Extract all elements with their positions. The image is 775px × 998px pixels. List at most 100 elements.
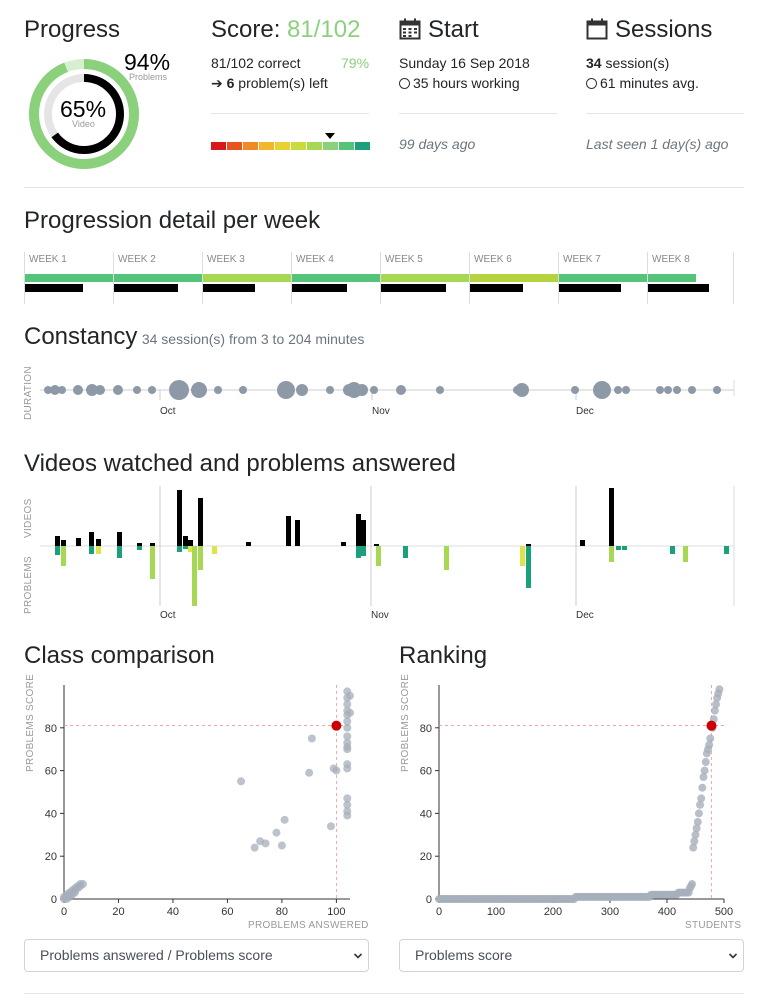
student-point	[307, 734, 316, 743]
week-column: WEEK 2	[113, 252, 203, 304]
video-bar	[76, 538, 81, 546]
start-hours-text: 35 hours working	[413, 75, 520, 91]
problem-bar	[96, 546, 101, 554]
calendar-empty-icon	[586, 18, 608, 40]
session-dot	[296, 384, 308, 396]
video-bar	[286, 516, 291, 546]
week-progress-bar	[381, 274, 470, 282]
video-bar	[341, 542, 346, 546]
student-point	[715, 685, 724, 694]
session-dot	[214, 386, 222, 394]
score-title-value: 81/102	[287, 16, 361, 43]
week-label: WEEK 5	[385, 254, 423, 265]
constancy-ylabel: DURATION	[23, 366, 34, 420]
x-tick-label: 500	[715, 906, 733, 918]
ranking-title: Ranking	[399, 642, 488, 669]
session-dot	[44, 386, 52, 394]
problem-bar	[444, 546, 449, 570]
calendar-icon	[399, 18, 421, 40]
ranking-xlabel: STUDENTS	[685, 920, 742, 931]
session-dot	[73, 385, 83, 395]
sessions-divider	[586, 113, 744, 114]
student-point	[332, 766, 341, 775]
student-point	[343, 717, 352, 726]
score-scale-segment	[339, 142, 354, 150]
week-activity-bar	[648, 284, 709, 292]
start-divider	[399, 113, 557, 114]
y-tick-label: 80	[420, 723, 432, 735]
video-bar	[117, 532, 122, 546]
x-tick-label: 0	[61, 906, 67, 918]
student-point	[343, 723, 352, 732]
session-dot	[58, 386, 66, 394]
month-label: Oct	[160, 406, 176, 417]
student-point	[343, 732, 352, 741]
problems-left-count: 6	[226, 75, 235, 91]
y-tick-label: 60	[45, 766, 57, 778]
problems-left: ➔ 6 problem(s) left	[211, 75, 328, 92]
session-dot	[571, 386, 579, 394]
student-point	[250, 843, 259, 852]
session-dot	[148, 386, 156, 394]
week-activity-bar	[203, 284, 255, 292]
problem-bar	[361, 546, 366, 556]
problem-bar	[609, 546, 614, 562]
week-column: WEEK 6	[469, 252, 559, 304]
session-dot	[664, 386, 672, 394]
sessions-title: Sessions	[615, 16, 713, 43]
week-end-line	[733, 252, 734, 304]
session-dot	[326, 386, 334, 394]
video-bar	[198, 498, 203, 546]
y-tick-label: 20	[45, 851, 57, 863]
x-tick-label: 100	[487, 906, 505, 918]
problem-bar	[670, 546, 675, 554]
week-progress-bar	[470, 274, 559, 282]
score-scale-segment	[227, 142, 242, 150]
videos-problems-chart: Oct Nov Dec	[40, 486, 735, 621]
student-point	[70, 888, 79, 897]
class-comparison-select-value: Problems answered / Problems score	[40, 947, 273, 963]
video-bar	[361, 520, 366, 546]
videos-problems-title: Videos watched and problems answered	[24, 450, 456, 477]
class-comparison-select[interactable]: Problems answered / Problems score	[24, 939, 369, 972]
student-point	[343, 794, 352, 803]
problem-bar	[520, 546, 525, 566]
video-bar	[183, 536, 188, 546]
session-dot	[50, 385, 60, 395]
current-student-point	[706, 720, 717, 731]
student-point	[701, 758, 710, 767]
ranking-select[interactable]: Problems score	[399, 939, 744, 972]
session-dot	[86, 384, 98, 396]
session-dot	[593, 381, 611, 399]
student-point	[343, 764, 352, 773]
month-label: Nov	[372, 406, 390, 417]
session-dot	[370, 386, 378, 394]
student-point	[698, 783, 707, 792]
current-student-point	[331, 720, 342, 731]
constancy-title: Constancy 34 session(s) from 3 to 204 mi…	[24, 323, 364, 351]
week-activity-bar	[470, 284, 523, 292]
sessions-avg: 61 minutes avg.	[586, 75, 699, 91]
progress-title: Progress	[24, 16, 121, 43]
student-point	[343, 745, 352, 754]
session-dot	[191, 382, 207, 398]
student-point	[280, 815, 289, 824]
week-label: WEEK 1	[29, 254, 67, 265]
score-scale-segment	[291, 142, 306, 150]
student-point	[699, 773, 708, 782]
section-divider	[24, 187, 744, 188]
month-label: Dec	[576, 610, 594, 621]
problem-bar	[356, 546, 361, 558]
student-point	[692, 824, 701, 833]
x-tick-label: 100	[327, 906, 345, 918]
student-point	[343, 800, 352, 809]
session-dot	[113, 385, 123, 395]
video-bar	[177, 490, 182, 546]
constancy-title-text: Constancy	[24, 323, 138, 350]
start-date: Sunday 16 Sep 2018	[399, 55, 530, 71]
problem-bar	[192, 546, 197, 606]
x-tick-label: 400	[658, 906, 676, 918]
video-bar	[580, 540, 585, 546]
student-point	[691, 830, 700, 839]
weekly-title: Progression detail per week	[24, 207, 321, 234]
